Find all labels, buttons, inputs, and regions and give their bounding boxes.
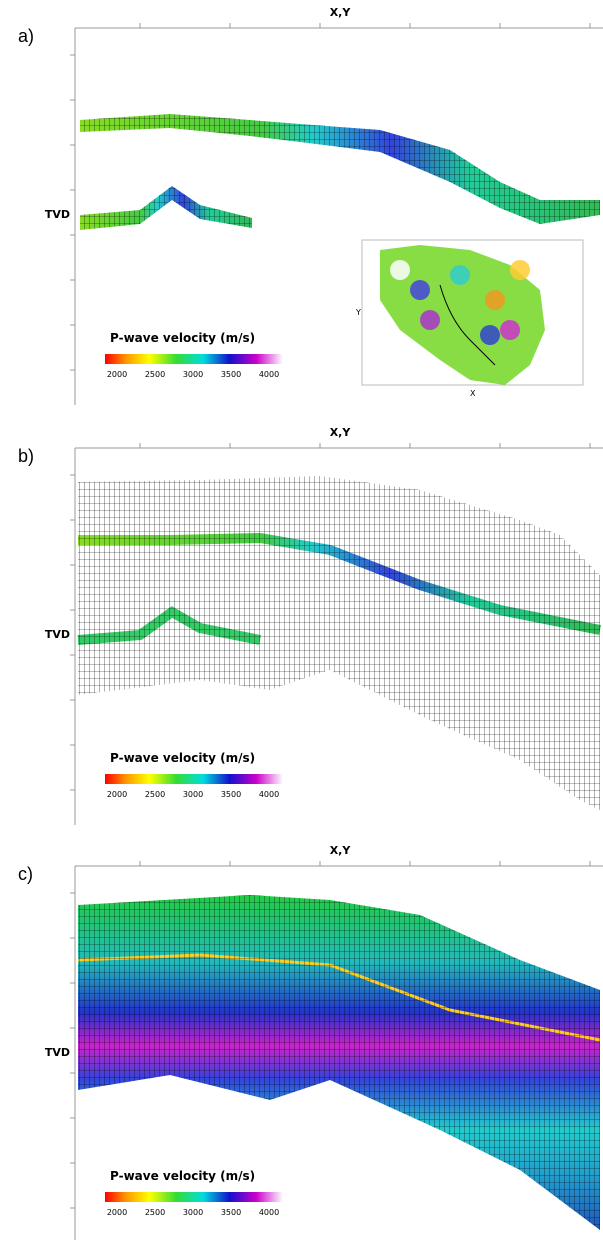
colorbar-tick-label: 4000: [259, 1208, 279, 1217]
inset-x-label: X: [470, 389, 476, 398]
panels: a) X,Y TVD Y X P-wave velocity (m/s) 2000 2500 3…: [18, 6, 603, 1240]
colorbar-title: P-wave velocity (m/s): [110, 751, 255, 765]
inset-patch: [390, 260, 410, 280]
inset-line: [439, 284, 496, 366]
inset-patch: [410, 280, 430, 300]
panel-label: b): [18, 446, 34, 466]
colorbar-tick-label: 4000: [259, 790, 279, 799]
colorbar: [105, 1192, 283, 1202]
colorbar-tick-label: 2500: [145, 1208, 165, 1217]
axis-title-left: TVD: [45, 208, 70, 221]
layer-mesh: [80, 186, 252, 230]
section-mesh: [78, 895, 600, 1230]
inset-patch: [420, 310, 440, 330]
axis-title-top: X,Y: [330, 426, 352, 439]
layer-mesh: [80, 114, 600, 224]
axis-title-left: TVD: [45, 1046, 70, 1059]
colorbar-tick-label: 2500: [145, 790, 165, 799]
colorbar-tick-label: 3500: [221, 370, 241, 379]
colorbar-tick-label: 3000: [183, 370, 203, 379]
panel: c) X,Y TVD P-wave velocity (m/s) 2000 2500 300…: [18, 844, 603, 1240]
colorbar-tick-label: 4000: [259, 370, 279, 379]
inset-y-label: Y: [355, 308, 361, 317]
colorbar-tick-label: 2000: [107, 1208, 127, 1217]
plot-frame: [74, 865, 603, 1240]
axis-title-left: TVD: [45, 628, 70, 641]
inset-patch: [480, 325, 500, 345]
panel-label: c): [18, 864, 33, 884]
colorbar: [105, 774, 283, 784]
colorbar-title: P-wave velocity (m/s): [110, 331, 255, 345]
panel-label: a): [18, 26, 34, 46]
inset-patch: [485, 290, 505, 310]
inset-patch: [450, 265, 470, 285]
colorbar-tick-label: 2500: [145, 370, 165, 379]
colorbar-tick-label: 2000: [107, 370, 127, 379]
colorbar-title: P-wave velocity (m/s): [110, 1169, 255, 1183]
colorbar-tick-label: 3500: [221, 1208, 241, 1217]
colorbar: [105, 354, 283, 364]
axis-title-top: X,Y: [330, 844, 352, 857]
panel: a) X,Y TVD Y X P-wave velocity (m/s) 2000 2500 3…: [18, 6, 603, 405]
plot-frame: [74, 27, 603, 405]
panel: b) X,Y TVD P-wave velocity (m/s) 2000 2500 300…: [18, 426, 603, 825]
colorbar-tick-label: 3500: [221, 790, 241, 799]
inset-patch: [500, 320, 520, 340]
section-mesh: [78, 476, 600, 810]
colorbar-tick-label: 3000: [183, 790, 203, 799]
colorbar-tick-label: 2000: [107, 790, 127, 799]
inset-map: [380, 245, 545, 385]
colorbar-tick-label: 3000: [183, 1208, 203, 1217]
inset-patch: [510, 260, 530, 280]
plot-frame: [74, 447, 603, 825]
axis-title-top: X,Y: [330, 6, 352, 19]
